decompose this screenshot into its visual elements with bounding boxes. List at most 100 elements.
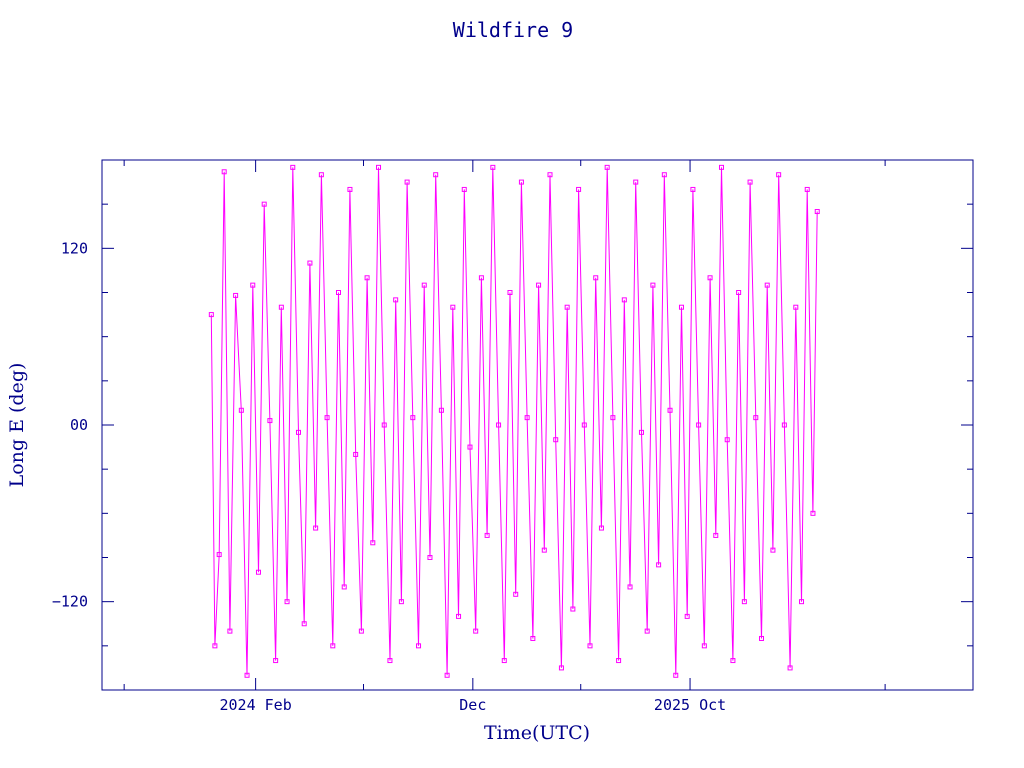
- x-tick-label: Dec: [459, 696, 486, 714]
- data-point: [759, 635, 765, 641]
- data-point: [536, 282, 542, 288]
- data-point: [484, 532, 490, 538]
- data-point: [764, 282, 770, 288]
- data-point: [438, 407, 444, 413]
- data-point: [621, 297, 627, 303]
- data-point: [667, 407, 673, 413]
- data-point: [318, 172, 324, 178]
- y-tick-label: 00: [70, 416, 88, 434]
- data-point: [793, 304, 799, 310]
- data-point: [810, 510, 816, 516]
- data-point: [284, 599, 290, 605]
- data-point: [398, 599, 404, 605]
- data-point: [370, 540, 376, 546]
- data-point: [267, 418, 273, 424]
- data-point: [244, 672, 250, 678]
- data-point: [376, 164, 382, 170]
- data-point: [216, 552, 222, 558]
- data-point: [690, 186, 696, 192]
- data-point: [513, 591, 519, 597]
- data-point: [421, 282, 427, 288]
- data-point: [553, 437, 559, 443]
- data-point: [598, 525, 604, 531]
- data-point: [581, 422, 587, 428]
- y-tick-label: −120: [52, 593, 88, 611]
- data-point: [307, 260, 313, 266]
- data-point: [227, 628, 233, 634]
- data-point: [718, 164, 724, 170]
- data-point: [427, 555, 433, 560]
- data-point: [461, 186, 467, 192]
- data-point: [233, 292, 239, 298]
- data-point: [747, 179, 753, 185]
- data-point: [358, 628, 364, 634]
- data-point: [301, 621, 307, 627]
- data-point: [524, 415, 530, 421]
- data-point: [324, 415, 330, 421]
- x-tick-label: 2025 Oct: [654, 696, 726, 714]
- data-point: [696, 422, 702, 428]
- data-point: [473, 628, 479, 634]
- data-point: [776, 172, 782, 178]
- data-point: [490, 164, 496, 170]
- data-point: [330, 643, 336, 649]
- data-point: [364, 275, 370, 281]
- data-point: [638, 429, 644, 435]
- data-point: [593, 275, 599, 281]
- data-point: [650, 282, 656, 288]
- data-point: [616, 658, 622, 664]
- data-point: [741, 599, 747, 605]
- data-point: [212, 643, 218, 649]
- data-point: [678, 304, 684, 310]
- data-point: [804, 186, 810, 192]
- data-point: [656, 562, 662, 568]
- data-point: [410, 415, 416, 421]
- data-point: [507, 290, 513, 295]
- data-point: [684, 613, 690, 619]
- y-tick-label: 120: [61, 239, 88, 257]
- data-point: [781, 422, 787, 428]
- data-point: [644, 628, 650, 634]
- x-axis-title: Time(UTC): [484, 722, 590, 744]
- data-point: [713, 532, 719, 538]
- data-point: [736, 290, 742, 295]
- series-line: [210, 167, 818, 676]
- data-point: [313, 525, 319, 531]
- data-point: [273, 658, 279, 664]
- data-point: [604, 164, 610, 170]
- data-point: [541, 547, 547, 553]
- data-point: [799, 599, 805, 605]
- data-point: [255, 569, 261, 575]
- data-point: [278, 304, 284, 310]
- data-point: [416, 643, 422, 649]
- data-point: [450, 304, 456, 310]
- data-point: [250, 282, 256, 288]
- data-point: [707, 275, 713, 281]
- data-point: [661, 172, 667, 178]
- data-point: [501, 658, 507, 664]
- data-point: [347, 186, 353, 192]
- data-point: [787, 665, 793, 671]
- axes-layer: −120 00 120 2024 Feb Dec 2025 Oct: [52, 160, 973, 714]
- data-point: [456, 613, 462, 619]
- data-point: [496, 422, 502, 428]
- data-point: [701, 643, 707, 649]
- data-point: [221, 169, 227, 175]
- data-point: [404, 179, 410, 185]
- data-point: [238, 407, 244, 413]
- data-point: [547, 172, 553, 178]
- data-point: [353, 451, 359, 457]
- data-point: [341, 584, 347, 590]
- data-point: [770, 547, 776, 553]
- data-point: [610, 415, 616, 421]
- x-tick-label: 2024 Feb: [219, 696, 291, 714]
- data-point: [673, 672, 679, 678]
- data-point: [724, 437, 730, 443]
- data-point: [814, 209, 820, 215]
- data-point: [387, 658, 393, 664]
- data-point: [587, 643, 593, 649]
- data-point: [627, 584, 633, 590]
- plot-frame: [101, 159, 974, 691]
- data-point: [208, 312, 214, 318]
- data-point: [393, 297, 399, 303]
